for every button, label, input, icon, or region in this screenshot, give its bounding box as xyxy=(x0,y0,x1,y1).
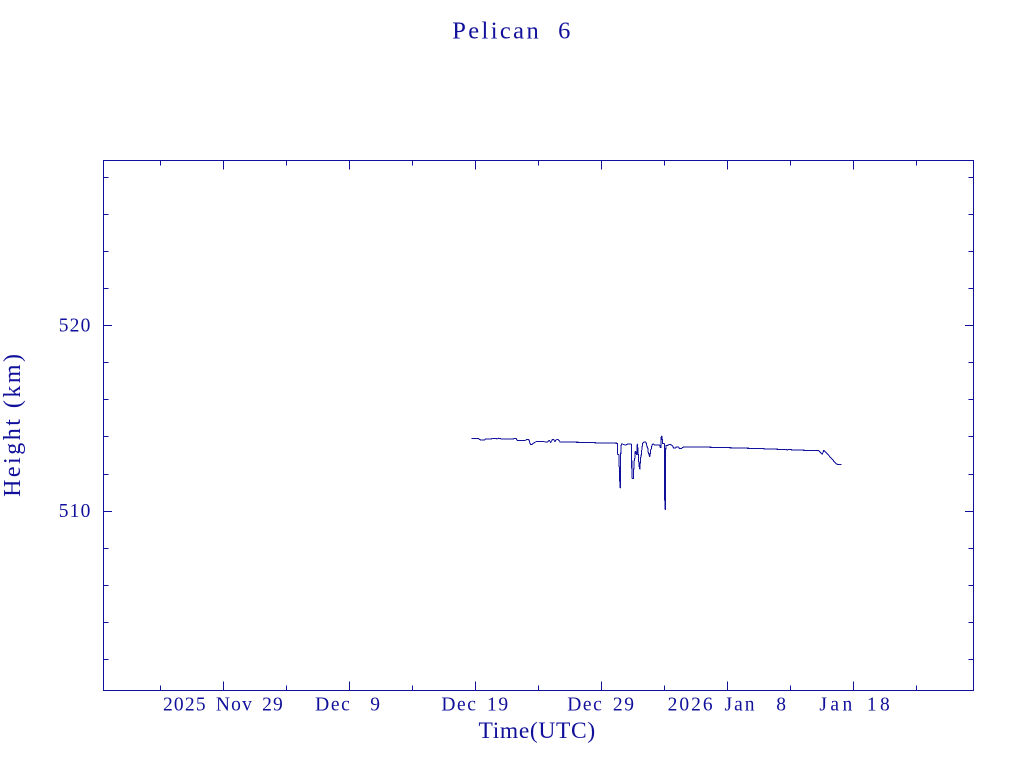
svg-text:Dec 9: Dec 9 xyxy=(315,695,382,716)
svg-text:Jan 18: Jan 18 xyxy=(819,695,893,716)
svg-text:Dec 19: Dec 19 xyxy=(441,695,509,716)
svg-text:510: 510 xyxy=(59,501,92,522)
svg-text:2025 Nov 29: 2025 Nov 29 xyxy=(163,695,284,716)
svg-text:Height (km): Height (km) xyxy=(0,351,26,496)
svg-text:2026 Jan 8: 2026 Jan 8 xyxy=(668,695,788,716)
svg-text:520: 520 xyxy=(59,316,92,337)
svg-text:Time(UTC): Time(UTC) xyxy=(479,718,596,744)
svg-text:Dec 29: Dec 29 xyxy=(567,695,635,716)
svg-text:Pelican 6: Pelican 6 xyxy=(452,17,573,44)
